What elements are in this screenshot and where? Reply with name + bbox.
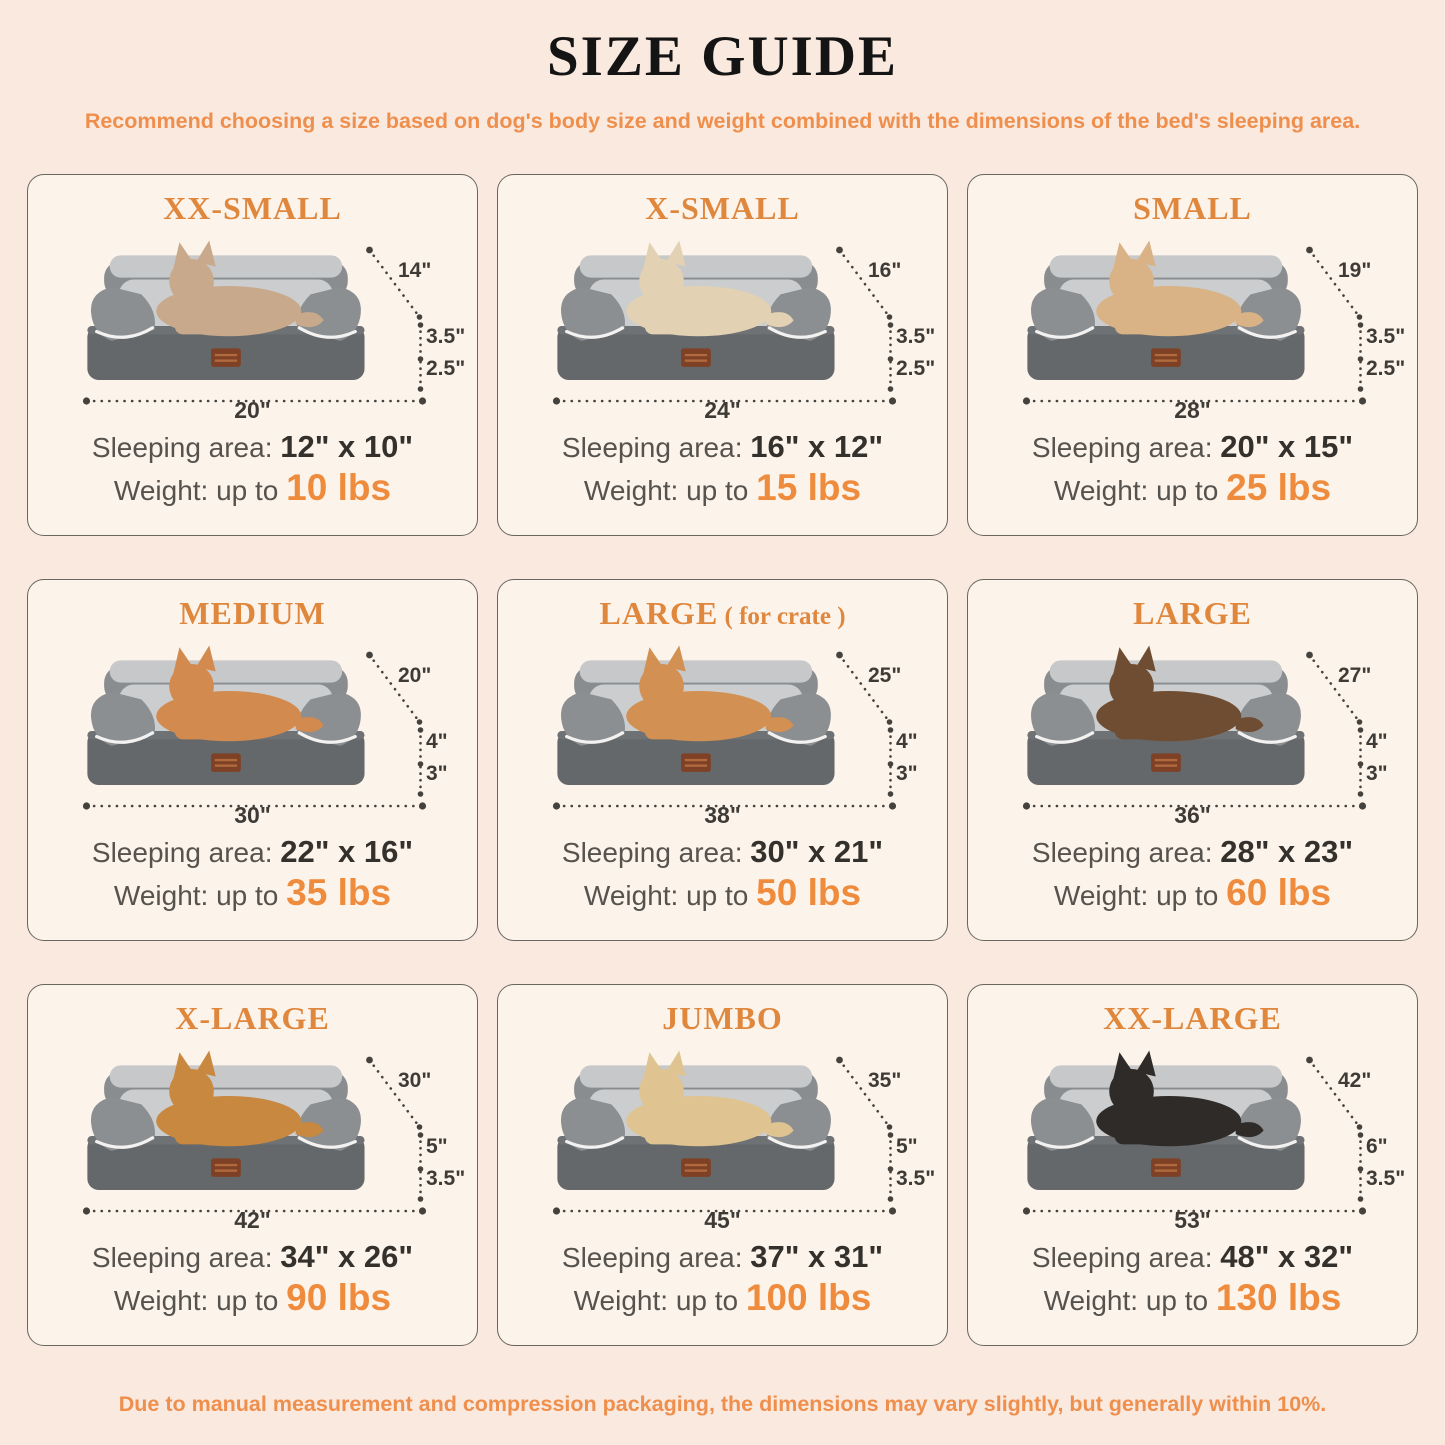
size-card-x-small: X-SMALL 16" 3.5" 2.5" 24" Sleeping area:… (497, 174, 948, 536)
sleeping-area-line: Sleeping area: 28" x 23" (1031, 834, 1354, 869)
dim-base-height-label: 3" (426, 762, 448, 785)
dim-base-height-label: 3.5" (426, 1167, 466, 1190)
size-card-medium: MEDIUM 20" 4" 3" 30" Sleeping area: 22" … (27, 579, 478, 941)
bed-photo-french-bulldog (1021, 240, 1368, 406)
weight-line: Weight: up to 10 lbs (113, 467, 392, 508)
bed-illustration: 30" 5" 3.5" 42" (28, 1039, 477, 1235)
dim-bolster-height-label: 6" (1366, 1135, 1388, 1158)
sleeping-area-line: Sleeping area: 48" x 32" (1031, 1239, 1354, 1274)
size-title: SMALL (1133, 190, 1252, 226)
sleeping-area-line: Sleeping area: 30" x 21" (561, 834, 884, 869)
size-title: XX-LARGE (1103, 1000, 1282, 1036)
bed-photo-golden-retriever (81, 1050, 428, 1216)
dim-length-label: 45" (704, 1207, 741, 1233)
size-title: X-SMALL (645, 190, 800, 226)
size-title: XX-SMALL (163, 190, 342, 226)
bed-photo-corgi (81, 645, 428, 811)
page-title: SIZE GUIDE (546, 25, 899, 88)
bed-illustration: 20" 4" 3" 30" (28, 634, 477, 830)
size-title: X-LARGE (175, 1000, 330, 1036)
bed-illustration: 27" 4" 3" 36" (968, 634, 1417, 830)
size-card-small: SMALL 19" 3.5" 2.5" 28" Sleeping area: 2… (967, 174, 1418, 536)
bed-photo-cat (81, 240, 428, 406)
bed-photo-rottweiler (1021, 1050, 1368, 1216)
bed-illustration: 16" 3.5" 2.5" 24" (498, 229, 947, 425)
bed-photo-shiba-inu (551, 645, 898, 811)
weight-line: Weight: up to 100 lbs (573, 1277, 872, 1318)
dim-depth-label: 16" (868, 259, 902, 282)
size-card-xx-large: XX-LARGE 42" 6" 3.5" 53" Sleeping area: … (967, 984, 1418, 1346)
size-card-grid: XX-SMALL 14" 3.5" 2.5" 20" Sleeping area… (27, 174, 1418, 1346)
page-subtitle: Recommend choosing a size based on dog's… (84, 109, 1361, 133)
dim-base-height-label: 3.5" (896, 1167, 936, 1190)
weight-line: Weight: up to 90 lbs (113, 1277, 392, 1318)
size-card-large: LARGE 27" 4" 3" 36" Sleeping area: 28" x… (967, 579, 1418, 941)
dim-length-label: 24" (704, 397, 741, 423)
dim-length-label: 20" (234, 397, 271, 423)
dim-base-height-label: 3.5" (1366, 1167, 1406, 1190)
dim-bolster-height-label: 3.5" (896, 325, 936, 348)
dim-bolster-height-label: 3.5" (426, 325, 466, 348)
dim-base-height-label: 3" (896, 762, 918, 785)
dim-base-height-label: 2.5" (1366, 357, 1406, 380)
bed-photo-border-collie (1021, 645, 1368, 811)
dim-depth-label: 42" (1338, 1069, 1372, 1092)
dim-base-height-label: 2.5" (896, 357, 936, 380)
dim-bolster-height-label: 4" (1366, 730, 1388, 753)
bed-illustration: 35" 5" 3.5" 45" (498, 1039, 947, 1235)
weight-line: Weight: up to 25 lbs (1053, 467, 1332, 508)
dim-bolster-height-label: 4" (426, 730, 448, 753)
dim-depth-label: 20" (398, 664, 432, 687)
dim-depth-label: 27" (1338, 664, 1372, 687)
sleeping-area-line: Sleeping area: 34" x 26" (91, 1239, 414, 1274)
sleeping-area-line: Sleeping area: 20" x 15" (1031, 429, 1354, 464)
dim-length-label: 42" (234, 1207, 271, 1233)
dim-length-label: 38" (704, 802, 741, 828)
bed-illustration: 25" 4" 3" 38" (498, 634, 947, 830)
dim-depth-label: 19" (1338, 259, 1372, 282)
sleeping-area-line: Sleeping area: 37" x 31" (561, 1239, 884, 1274)
dim-depth-label: 35" (868, 1069, 902, 1092)
dim-bolster-height-label: 5" (896, 1135, 918, 1158)
weight-line: Weight: up to 35 lbs (113, 872, 392, 913)
size-card-large-for-crate: LARGE ( for crate ) 25" 4" 3" 38" Sleepi… (497, 579, 948, 941)
dim-bolster-height-label: 4" (896, 730, 918, 753)
bed-photo-puppy (551, 240, 898, 406)
weight-line: Weight: up to 130 lbs (1043, 1277, 1342, 1318)
size-title: MEDIUM (179, 595, 326, 631)
weight-line: Weight: up to 50 lbs (583, 872, 862, 913)
footnote: Due to manual measurement and compressio… (118, 1392, 1327, 1416)
dim-bolster-height-label: 3.5" (1366, 325, 1406, 348)
header: SIZE GUIDE Recommend choosing a size bas… (0, 0, 1445, 134)
sleeping-area-line: Sleeping area: 22" x 16" (91, 834, 414, 869)
dim-length-label: 53" (1174, 1207, 1211, 1233)
dim-depth-label: 25" (868, 664, 902, 687)
dim-length-label: 36" (1174, 802, 1211, 828)
size-card-xx-small: XX-SMALL 14" 3.5" 2.5" 20" Sleeping area… (27, 174, 478, 536)
sleeping-area-line: Sleeping area: 16" x 12" (561, 429, 884, 464)
weight-line: Weight: up to 15 lbs (583, 467, 862, 508)
bed-photo-labrador (551, 1050, 898, 1216)
dim-base-height-label: 2.5" (426, 357, 466, 380)
size-title: LARGE ( for crate ) (599, 595, 846, 631)
sleeping-area-line: Sleeping area: 12" x 10" (91, 429, 414, 464)
bed-illustration: 14" 3.5" 2.5" 20" (28, 229, 477, 425)
size-card-x-large: X-LARGE 30" 5" 3.5" 42" Sleeping area: 3… (27, 984, 478, 1346)
weight-line: Weight: up to 60 lbs (1053, 872, 1332, 913)
dim-length-label: 28" (1174, 397, 1211, 423)
size-title: LARGE (1133, 595, 1252, 631)
dim-depth-label: 30" (398, 1069, 432, 1092)
bed-illustration: 19" 3.5" 2.5" 28" (968, 229, 1417, 425)
dim-base-height-label: 3" (1366, 762, 1388, 785)
size-title: JUMBO (662, 1000, 783, 1036)
bed-illustration: 42" 6" 3.5" 53" (968, 1039, 1417, 1235)
dim-length-label: 30" (234, 802, 271, 828)
dim-bolster-height-label: 5" (426, 1135, 448, 1158)
size-card-jumbo: JUMBO 35" 5" 3.5" 45" Sleeping area: 37"… (497, 984, 948, 1346)
dim-depth-label: 14" (398, 259, 432, 282)
